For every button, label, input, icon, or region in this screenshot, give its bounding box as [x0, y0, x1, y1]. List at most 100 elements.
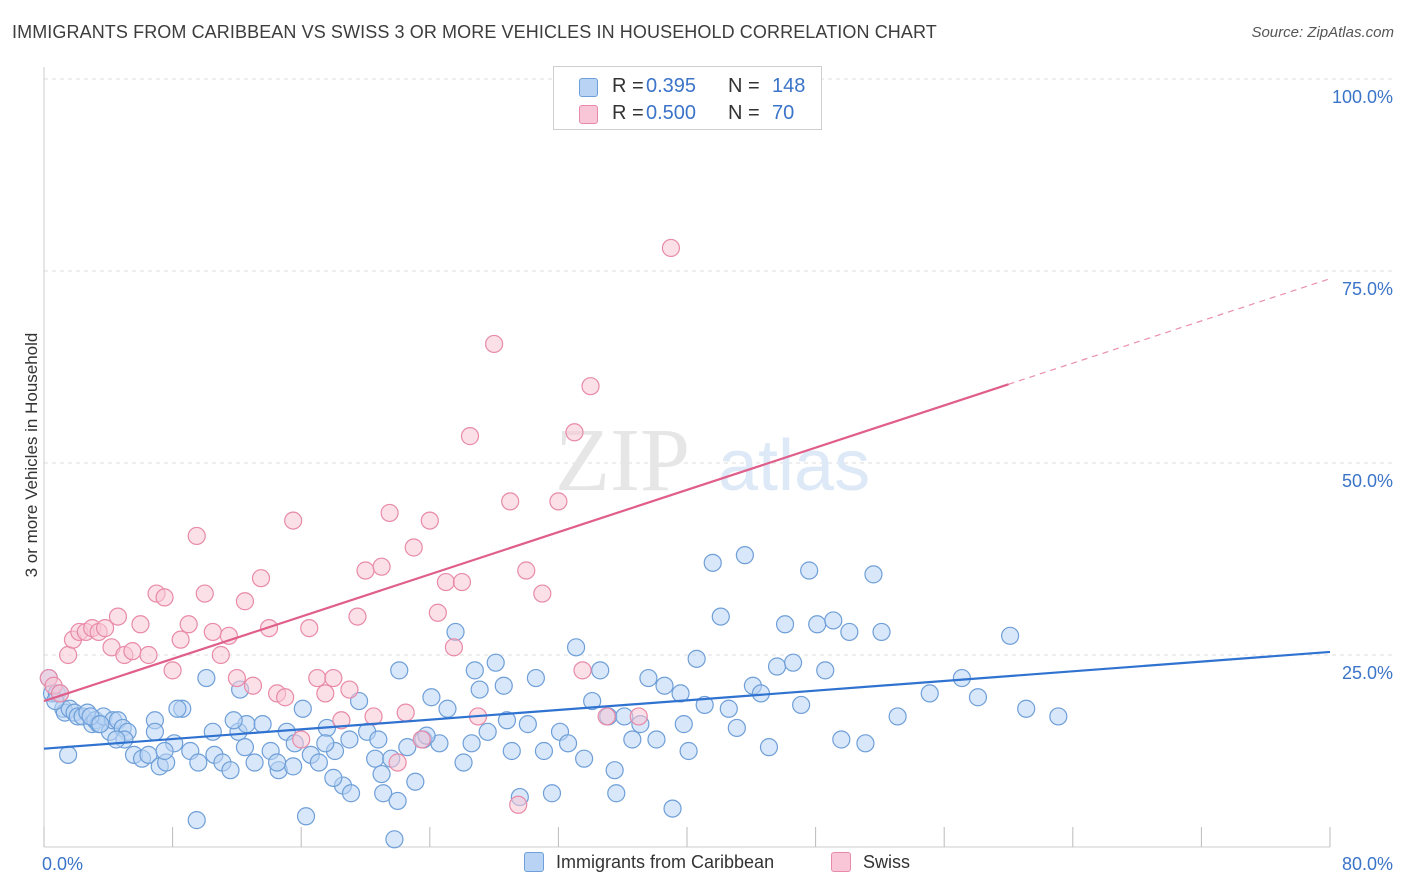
series-swiss-points — [39, 69, 697, 814]
swiss-point — [428, 603, 447, 622]
legend-item-swiss[interactable]: Swiss — [831, 852, 910, 873]
caribbean-point — [486, 653, 505, 672]
swiss-point — [332, 711, 351, 730]
swiss-point — [316, 684, 335, 703]
caribbean-point — [824, 611, 843, 630]
caribbean-point — [655, 676, 674, 695]
swiss-point — [485, 334, 504, 354]
swiss-point — [517, 561, 536, 580]
swiss-point — [420, 511, 439, 530]
caribbean-point — [591, 661, 610, 680]
swiss-point — [123, 642, 142, 661]
r-value: 0.395 — [646, 75, 697, 97]
caribbean-point — [575, 749, 594, 768]
caribbean-point — [390, 661, 409, 680]
caribbean-point — [816, 661, 835, 680]
caribbean-legend-label: Immigrants from Caribbean — [556, 852, 775, 872]
swiss-point — [284, 511, 303, 530]
swiss-point — [163, 661, 182, 680]
swiss-point — [597, 707, 616, 726]
caribbean-point — [605, 761, 624, 780]
swiss-point — [292, 730, 311, 749]
caribbean-point — [316, 734, 335, 753]
stats-legend: R = 0.395 N = 148 R = 0.500 N = 70 — [553, 66, 822, 130]
x-tick-label-min: 0.0% — [42, 854, 83, 874]
swiss-point — [348, 607, 367, 626]
r-label: R = — [612, 102, 644, 124]
caribbean-point — [808, 615, 827, 634]
caribbean-point — [687, 649, 706, 668]
caribbean-point — [494, 676, 513, 695]
caribbean-point — [800, 561, 819, 580]
swiss-point — [549, 492, 568, 511]
caribbean-point — [623, 730, 642, 749]
caribbean-point — [518, 715, 537, 734]
swiss-point — [533, 584, 552, 603]
caribbean-point — [502, 741, 521, 761]
swiss-point — [195, 584, 214, 603]
y-tick-label: 100.0% — [1332, 87, 1393, 107]
caribbean-point — [197, 668, 216, 688]
swiss-point — [444, 638, 464, 657]
caribbean-point — [711, 607, 730, 626]
swiss-point — [509, 795, 528, 814]
swiss-point — [501, 492, 520, 511]
swiss-point — [629, 707, 648, 726]
caribbean-point — [566, 638, 586, 657]
caribbean-point — [340, 730, 359, 749]
caribbean-point — [385, 830, 404, 849]
swiss-point — [155, 588, 174, 607]
caribbean-point — [398, 738, 417, 757]
caribbean-point — [253, 715, 272, 734]
swiss-legend-label: Swiss — [863, 852, 911, 872]
caribbean-trend-line — [43, 650, 1331, 750]
caribbean-point — [920, 684, 939, 703]
caribbean-point — [783, 653, 803, 672]
trend-lines — [43, 278, 1331, 750]
swiss-point — [436, 572, 455, 592]
caribbean-point — [372, 764, 391, 784]
caribbean-legend-swatch — [524, 852, 544, 872]
watermark-atlas: atlas — [718, 426, 870, 506]
caribbean-point — [952, 668, 971, 688]
caribbean-point — [235, 738, 255, 757]
swiss-trend-extension — [1008, 278, 1331, 385]
legend-item-caribbean[interactable]: Immigrants from Caribbean — [524, 852, 774, 873]
caribbean-point — [465, 661, 484, 680]
caribbean-point — [189, 753, 208, 772]
caribbean-point — [369, 730, 388, 749]
swiss-point — [388, 753, 407, 772]
chart-title: IMMIGRANTS FROM CARIBBEAN VS SWISS 3 OR … — [12, 22, 937, 42]
swiss-point — [300, 619, 319, 638]
caribbean-point — [647, 730, 666, 749]
swiss-point — [412, 730, 431, 749]
caribbean-point — [542, 784, 562, 803]
caribbean-point — [1017, 699, 1036, 718]
source-credit: Source: ZipAtlas.com — [1251, 24, 1394, 41]
caribbean-point — [478, 722, 497, 741]
swiss-point — [404, 538, 423, 557]
swiss-point — [356, 561, 375, 580]
series-caribbean-points — [39, 546, 1068, 849]
grid-lines — [44, 78, 1392, 656]
caribbean-point — [366, 749, 385, 768]
caribbean-point — [454, 753, 473, 772]
swiss-point — [179, 615, 198, 634]
caribbean-point — [1001, 626, 1020, 645]
caribbean-point — [145, 722, 165, 741]
swiss-point — [324, 668, 343, 688]
caribbean-point — [267, 753, 287, 772]
caribbean-point — [462, 734, 481, 753]
caribbean-point — [719, 699, 738, 718]
caribbean-point — [583, 691, 602, 711]
caribbean-point — [59, 745, 78, 764]
caribbean-point — [224, 711, 243, 730]
swiss-trend-line — [43, 383, 1009, 703]
swiss-point — [340, 680, 359, 699]
n-label: N = — [728, 102, 760, 124]
caribbean-point — [470, 680, 489, 699]
swiss-legend-swatch — [831, 852, 851, 872]
caribbean-point — [221, 761, 240, 780]
swiss-point — [235, 592, 255, 611]
